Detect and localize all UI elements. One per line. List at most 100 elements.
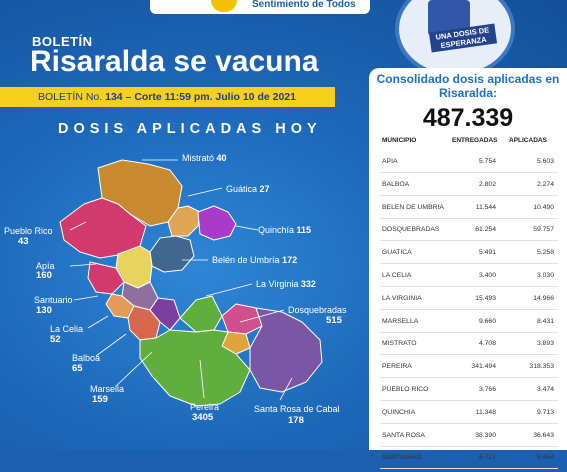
value-pereira: 3405 (192, 412, 214, 423)
cell-aplicadas: 9.713 (536, 409, 554, 416)
row-divider (380, 286, 558, 287)
label-belen: Belén de Umbría 172 (212, 255, 298, 265)
cell-aplicadas: 5.258 (536, 249, 554, 256)
cell-municipio: PEREIRA (382, 363, 412, 370)
label-santa-rosa: Santa Rosa de Cabal (254, 404, 340, 414)
label-santuario: Santuario (34, 295, 73, 305)
region-santa-rosa (249, 307, 323, 393)
value-la-celia: 52 (50, 334, 61, 345)
table-row: QUINCHIA 11.348 9.713 (380, 409, 558, 427)
cell-municipio: DOSQUEBRADAS (382, 226, 440, 233)
label-pueblo-rico: Pueblo Rico (4, 226, 53, 236)
region-quinchia (197, 205, 237, 241)
cell-municipio: SANTUARIO (382, 454, 422, 461)
cell-entregadas: 5.491 (478, 249, 496, 256)
cell-entregadas: 5.727 (478, 454, 496, 461)
label-marsella: Marsella (90, 384, 125, 394)
row-divider (380, 446, 558, 447)
cell-entregadas: 4.708 (478, 340, 496, 347)
value-apia: 160 (36, 270, 52, 281)
table-row: SANTA ROSA 38.390 36.643 (380, 432, 558, 450)
bulletin-number: 134 (105, 91, 123, 103)
row-divider (380, 468, 558, 469)
label-quinchia: Quinchía 115 (258, 225, 312, 235)
cell-entregadas: 11.348 (475, 409, 496, 416)
cell-entregadas: 341.494 (471, 363, 496, 370)
table-row: LA CELIA 3.400 3.030 (380, 272, 558, 290)
table-row: SANTUARIO 5.727 5.454 (380, 454, 558, 472)
slogan: Sentimiento de Todos (252, 0, 356, 10)
row-divider (380, 263, 558, 264)
table-row: PEREIRA 341.494 318.353 (380, 363, 558, 381)
panel-total: 487.339 (422, 104, 514, 132)
region-pereira (139, 329, 251, 407)
summary-panel (369, 68, 567, 450)
cell-municipio: LA VIRGINIA (382, 295, 422, 302)
cell-entregadas: 61.254 (475, 226, 496, 233)
bulletin-prefix: BOLETÍN No. (38, 91, 106, 103)
row-divider (380, 332, 558, 333)
row-divider (380, 195, 558, 196)
page-title: Risaralda se vacuna (30, 45, 319, 78)
table-row: LA VIRGINIA 15.493 14.966 (380, 295, 558, 313)
label-la-virginia: La Virginia 332 (256, 279, 316, 289)
value-santa-rosa: 178 (288, 415, 304, 426)
table-row: APIA 5.754 5.603 (380, 158, 558, 176)
cell-municipio: MARSELLA (382, 318, 419, 325)
row-divider (380, 172, 558, 173)
value-marsella: 159 (92, 394, 108, 405)
cell-entregadas: 15.493 (475, 295, 496, 302)
cell-municipio: MISTRATO (382, 340, 417, 347)
cell-aplicadas: 36.643 (533, 432, 554, 439)
cell-aplicadas: 8.431 (536, 318, 554, 325)
table-row: GUATICA 5.491 5.258 (380, 249, 558, 267)
label-apia: Apía (36, 261, 55, 271)
bulletin-ribbon (0, 87, 335, 107)
cell-entregadas: 3.766 (478, 386, 496, 393)
value-balboa: 65 (72, 363, 83, 374)
label-mistrato: Mistrató 40 (182, 153, 227, 163)
cell-municipio: BALBOA (382, 181, 410, 188)
government-logo (211, 0, 237, 12)
region-belen (149, 235, 195, 273)
region-marsella (179, 295, 223, 333)
row-divider (380, 400, 558, 401)
row-divider (380, 377, 558, 378)
cell-entregadas: 3.400 (478, 272, 496, 279)
row-divider (380, 354, 558, 355)
cell-aplicadas: 5.603 (536, 158, 554, 165)
label-balboa: Balboa (72, 353, 101, 363)
cell-aplicadas: 14.966 (533, 295, 554, 302)
cell-municipio: QUINCHIA (382, 409, 416, 416)
label-guatica: Guática 27 (226, 184, 270, 194)
table-row: DOSQUEBRADAS 61.254 59.757 (380, 226, 558, 244)
cell-municipio: APIA (382, 158, 398, 165)
row-divider (380, 309, 558, 310)
label-pereira: Pereira (190, 402, 220, 412)
row-divider (380, 240, 558, 241)
boletin-label: BOLETÍN (32, 34, 93, 49)
row-divider (380, 218, 558, 219)
label-dosquebradas: Dosquebradas (288, 305, 347, 315)
table-row: BALBOA 2.802 2.274 (380, 181, 558, 199)
cell-aplicadas: 3.893 (536, 340, 554, 347)
col-municipio: MUNICIPIO (382, 137, 417, 144)
row-divider (380, 423, 558, 424)
cell-aplicadas: 5.454 (536, 454, 554, 461)
bulletin-info: BOLETÍN No. 134 – Corte 11:59 pm. Julio … (38, 91, 296, 103)
table-row: MISTRATO 4.708 3.893 (380, 340, 558, 358)
cell-aplicadas: 10.490 (533, 204, 554, 211)
panel-title: Consolidado dosis aplicadas en Risaralda… (376, 72, 560, 100)
map-title: DOSIS APLICADAS HOY (58, 121, 322, 137)
table-row: BELEN DE UMBRIA 11.544 10.490 (380, 204, 558, 222)
col-entregadas: ENTREGADAS (452, 137, 498, 144)
cell-municipio: LA CELIA (382, 272, 412, 279)
cell-municipio: PUEBLO RICO (382, 386, 429, 393)
cell-municipio: SANTA ROSA (382, 432, 425, 439)
cell-aplicadas: 318.353 (529, 363, 554, 370)
value-dosquebradas: 515 (326, 315, 342, 326)
cell-aplicadas: 59.757 (533, 226, 554, 233)
region-pueblo-rico (59, 197, 147, 259)
top-logo-bar (150, 0, 370, 14)
table-row: PUEBLO RICO 3.766 3.474 (380, 386, 558, 404)
